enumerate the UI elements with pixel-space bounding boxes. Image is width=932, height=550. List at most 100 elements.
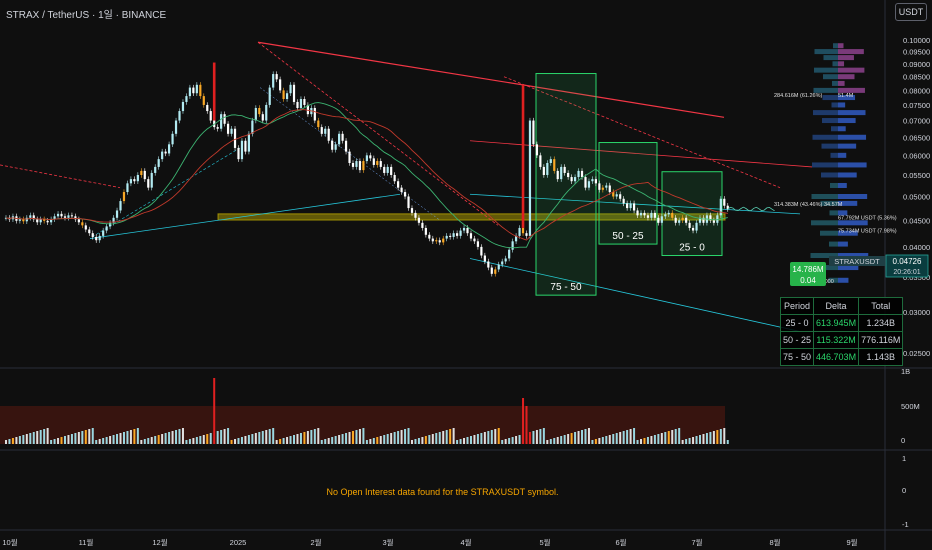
candle bbox=[400, 187, 403, 193]
candle bbox=[504, 258, 507, 262]
time-tick-label: 11월 bbox=[79, 537, 94, 547]
volume-bar bbox=[209, 433, 212, 444]
candle bbox=[112, 217, 115, 223]
candle bbox=[681, 217, 684, 221]
volume-bar bbox=[459, 439, 462, 444]
volume-bar bbox=[726, 440, 729, 444]
volume-bar bbox=[383, 435, 386, 444]
volume-bar bbox=[147, 438, 150, 444]
price-tick-label: 0.06000 bbox=[903, 151, 930, 160]
candle bbox=[39, 219, 42, 223]
volume-bar bbox=[633, 428, 636, 444]
symbol-title[interactable]: STRAX / TetherUS · 1일 · BINANCE bbox=[6, 10, 167, 21]
candle bbox=[657, 217, 660, 223]
candle bbox=[341, 133, 344, 141]
volume-bar bbox=[594, 439, 597, 444]
price-tick-label: 0.09500 bbox=[903, 48, 930, 57]
candle bbox=[67, 215, 70, 218]
volume-bar bbox=[237, 438, 240, 444]
volume-profile-bar bbox=[831, 102, 838, 108]
delta-table-total: 1.234B bbox=[858, 314, 904, 332]
volume-profile-label: 284.616M (61.26%) bbox=[774, 93, 822, 99]
volume-bar bbox=[709, 432, 712, 444]
candle bbox=[462, 227, 466, 231]
candle bbox=[292, 84, 296, 102]
volume-bar bbox=[497, 428, 500, 444]
candle bbox=[546, 162, 549, 175]
volume-profile-bar bbox=[838, 80, 845, 86]
volume-bar bbox=[463, 438, 466, 444]
oi-message: No Open Interest data found for the STRA… bbox=[326, 487, 559, 497]
candle bbox=[362, 161, 365, 171]
candle bbox=[358, 161, 362, 171]
candle bbox=[95, 236, 98, 241]
candle bbox=[601, 187, 604, 190]
volume-profile-bar bbox=[838, 87, 865, 93]
candle bbox=[632, 203, 636, 211]
candle bbox=[553, 159, 556, 171]
volume-bar bbox=[646, 437, 649, 444]
volume-bar bbox=[126, 431, 129, 444]
candle bbox=[206, 104, 209, 112]
volume-bar bbox=[469, 436, 472, 444]
volume-bar bbox=[317, 428, 320, 444]
candle bbox=[671, 212, 674, 218]
price-tick-label: 0.02500 bbox=[903, 349, 930, 358]
volume-bar bbox=[171, 431, 174, 444]
price-tick-label: 0.05000 bbox=[903, 193, 930, 202]
volume-profile-bar bbox=[838, 172, 857, 178]
volume-profile-bar bbox=[828, 277, 838, 283]
volume-bar bbox=[122, 432, 125, 444]
volume-profile-bar bbox=[829, 241, 838, 247]
volume-bar bbox=[702, 434, 705, 444]
candle bbox=[719, 198, 722, 216]
currency-button[interactable]: USDT bbox=[895, 3, 927, 21]
volume-bar bbox=[445, 430, 448, 444]
delta-table-period: 75 - 50 bbox=[779, 348, 815, 366]
candle bbox=[615, 194, 618, 197]
table-row: 25 - 0 613.945M 1.234B bbox=[779, 314, 904, 332]
volume-bar bbox=[77, 432, 80, 444]
volume-bar bbox=[320, 440, 323, 444]
candle bbox=[594, 179, 597, 184]
volume-bar bbox=[234, 439, 237, 444]
volume-bar bbox=[567, 434, 570, 444]
volume-bar bbox=[102, 438, 105, 444]
volume-profile-bar bbox=[814, 49, 838, 55]
candle bbox=[188, 87, 192, 97]
candle bbox=[619, 194, 622, 199]
volume-bar bbox=[275, 440, 278, 444]
volume-bar bbox=[688, 438, 691, 444]
volume-bar bbox=[622, 431, 625, 444]
candle bbox=[508, 249, 511, 259]
candle bbox=[119, 201, 122, 211]
volume-bar bbox=[716, 430, 719, 444]
volume-bar bbox=[299, 433, 302, 444]
volume-bar bbox=[390, 433, 393, 444]
oi-tick-label: 0 bbox=[902, 486, 906, 495]
volume-bar bbox=[150, 437, 153, 444]
volume-bar bbox=[154, 436, 157, 444]
delta-box-label: 25 - 0 bbox=[679, 243, 705, 254]
volume-profile-bar bbox=[838, 74, 855, 80]
candle bbox=[691, 227, 695, 231]
volume-bar bbox=[67, 435, 70, 444]
volume-bar bbox=[466, 437, 469, 444]
volume-bar bbox=[15, 437, 18, 444]
candle bbox=[726, 205, 729, 210]
candle bbox=[29, 215, 32, 218]
candle bbox=[535, 144, 539, 156]
volume-bar bbox=[244, 436, 247, 444]
volume-bar bbox=[369, 439, 372, 444]
candle bbox=[22, 219, 25, 222]
volume-profile-bar bbox=[810, 253, 838, 259]
candle bbox=[487, 261, 490, 268]
volume-bar bbox=[546, 440, 549, 444]
time-tick-label: 10월 bbox=[2, 537, 17, 547]
volume-bar bbox=[410, 440, 413, 444]
candle bbox=[275, 74, 278, 80]
delta-table-header-total: Total bbox=[858, 297, 904, 315]
candle bbox=[254, 107, 257, 121]
candle bbox=[195, 84, 198, 94]
